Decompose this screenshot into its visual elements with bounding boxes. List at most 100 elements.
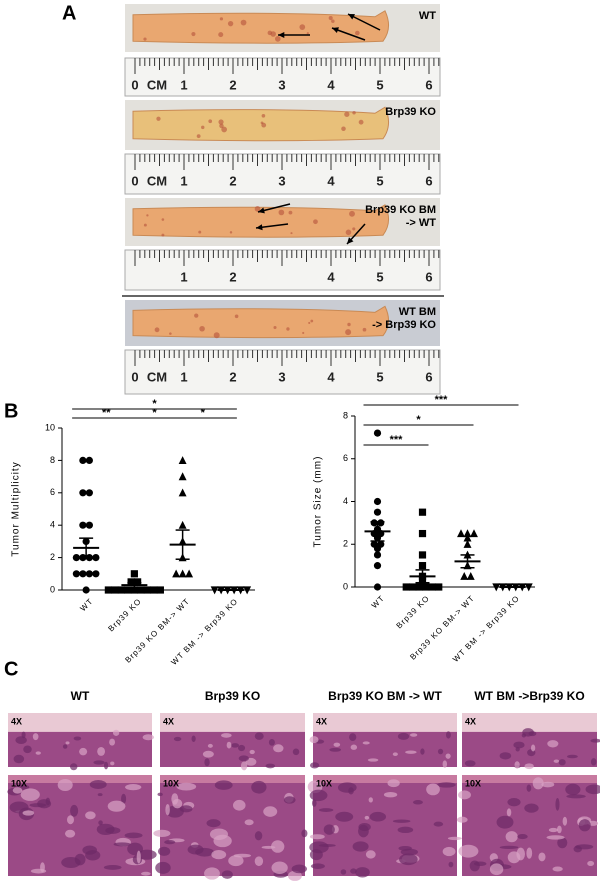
data-point (82, 586, 90, 594)
gland (226, 741, 232, 749)
panel-label: B (4, 400, 18, 422)
gland (74, 853, 86, 866)
arrow-head (256, 224, 263, 231)
tissue-spot (347, 322, 351, 327)
gland (496, 815, 514, 829)
gland (155, 861, 171, 874)
data-point (402, 583, 410, 591)
gland (64, 829, 76, 838)
y-tick-label: 0 (50, 584, 55, 594)
gland (261, 845, 276, 849)
y-tick-label: 6 (343, 453, 348, 463)
gland (221, 870, 233, 879)
data-point (85, 489, 93, 497)
gland (179, 805, 193, 813)
data-point (178, 456, 187, 464)
gland (369, 811, 387, 822)
arrow-head (348, 14, 355, 20)
y-tick-label: 0 (343, 581, 348, 591)
gland (340, 869, 347, 875)
ruler-label: 1 (180, 77, 187, 92)
gland (98, 820, 103, 826)
data-point (418, 529, 427, 538)
gland (283, 796, 296, 804)
ruler-label: 1 (180, 369, 187, 384)
gland (566, 794, 586, 799)
data-point (178, 520, 187, 529)
magnification-label: 10X (465, 778, 481, 788)
tissue-spot (169, 332, 172, 335)
gland (254, 831, 263, 841)
data-point (185, 569, 194, 578)
data-point (243, 586, 252, 595)
data-point (172, 569, 181, 578)
gland (309, 789, 328, 802)
gland (9, 801, 29, 814)
tissue-spot (161, 218, 165, 221)
gland (311, 799, 317, 807)
gland (96, 823, 115, 835)
ruler-label: 3 (278, 173, 285, 188)
gland (565, 783, 581, 796)
data-point (156, 586, 164, 594)
gland (292, 748, 300, 756)
gland (524, 803, 539, 813)
gland (458, 790, 471, 800)
y-axis-label: Tumor Multiplicity (11, 461, 22, 556)
y-tick-label: 6 (50, 487, 55, 497)
tissue-spot (352, 227, 356, 231)
arrow-head (332, 27, 339, 34)
gland (573, 845, 582, 853)
gland (211, 849, 227, 860)
column-title: WT (71, 689, 90, 703)
gland (110, 761, 115, 766)
gland (40, 862, 45, 873)
gland (337, 782, 357, 793)
gland (355, 867, 370, 878)
tissue-spot (345, 329, 352, 336)
gland (140, 871, 151, 876)
ruler-label: CM (147, 369, 167, 384)
tissue-spot (229, 231, 233, 234)
data-point (373, 562, 382, 570)
magnification-label: 4X (316, 716, 327, 726)
gland (103, 761, 109, 770)
tissue-spot (213, 332, 220, 339)
gland (238, 744, 246, 752)
ruler-label: 5 (376, 173, 383, 188)
data-point (492, 583, 501, 592)
gland (447, 836, 462, 841)
tissue-spot (349, 210, 355, 217)
gland (207, 743, 213, 748)
data-point (85, 521, 93, 529)
gland (166, 805, 184, 818)
gland (445, 731, 451, 739)
gland (448, 861, 454, 868)
gland (548, 827, 558, 833)
gland (310, 863, 325, 869)
gland (445, 753, 451, 759)
tissue-spot (194, 313, 199, 318)
tissue-spot (156, 116, 161, 121)
gland (165, 803, 170, 816)
x-tick-label: WT (78, 597, 95, 614)
tissue-spot (308, 321, 311, 325)
gland (204, 758, 210, 767)
sample-label: -> Brp39 KO (372, 319, 436, 331)
data-point (373, 544, 382, 553)
tissue-spot (273, 326, 277, 330)
arrow-head (347, 237, 354, 244)
significance-label: *** (390, 434, 404, 446)
significance-label: ** (102, 407, 111, 419)
gland (362, 741, 370, 745)
data-point (373, 583, 382, 591)
gland (442, 760, 448, 768)
tissue-spot (143, 37, 147, 41)
gland (329, 747, 342, 752)
gland (202, 750, 214, 758)
gland (137, 849, 157, 860)
ruler-label: 3 (278, 77, 285, 92)
data-point (85, 456, 93, 464)
tissue-spot (219, 17, 224, 21)
data-point (150, 586, 158, 594)
